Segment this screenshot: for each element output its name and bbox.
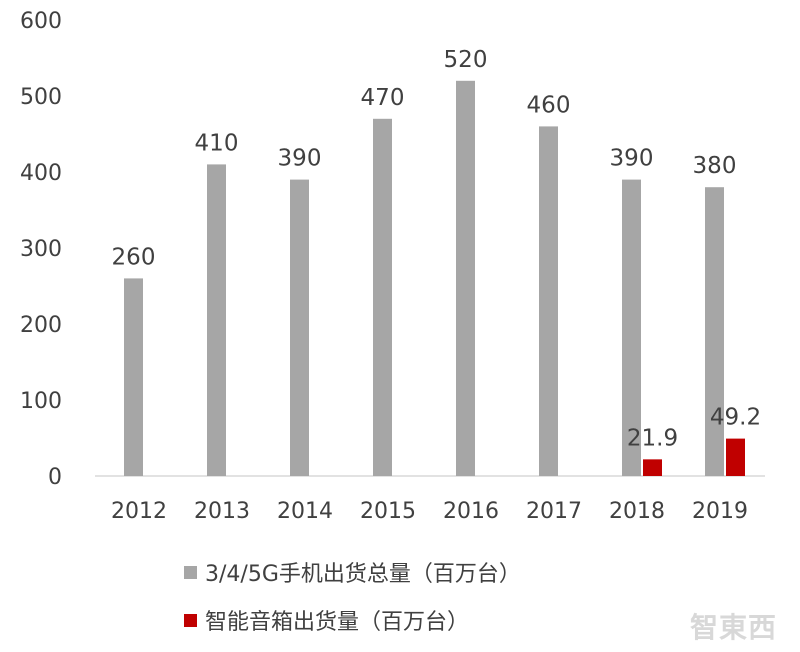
y-tick-label: 200 <box>20 313 62 338</box>
x-tick-label: 2015 <box>360 499 416 524</box>
data-label: 410 <box>195 130 239 156</box>
bars <box>124 80 745 477</box>
y-tick-label: 100 <box>20 389 62 414</box>
y-tick-label: 500 <box>20 85 62 110</box>
bar-phones-2016 <box>456 80 475 477</box>
data-label: 470 <box>361 85 405 111</box>
data-label: 390 <box>278 146 322 172</box>
x-axis-ticks: 2012 2013 2014 2015 2016 2017 2018 2019 <box>111 499 748 524</box>
x-tick-label: 2018 <box>609 499 665 524</box>
bar-phones-2012 <box>124 278 143 476</box>
bar-speakers-2019 <box>726 438 745 476</box>
x-tick-label: 2017 <box>526 499 582 524</box>
data-label: 460 <box>527 92 571 118</box>
y-axis-ticks: 0 100 200 300 400 500 600 <box>20 9 62 490</box>
legend-swatch-speakers <box>184 613 197 627</box>
x-tick-label: 2019 <box>692 499 748 524</box>
bar-phones-2013 <box>207 164 226 476</box>
y-tick-label: 600 <box>20 9 62 34</box>
bar-phones-2014 <box>290 179 309 476</box>
data-labels: 260 410 390 470 520 460 390 380 21.9 49.2 <box>112 47 762 452</box>
legend-swatch-phones <box>184 565 197 579</box>
y-tick-label: 300 <box>20 237 62 262</box>
x-tick-label: 2012 <box>111 499 167 524</box>
data-label: 380 <box>693 153 737 179</box>
data-label: 390 <box>610 146 654 172</box>
x-tick-label: 2016 <box>443 499 499 524</box>
legend-item-phones: 3/4/5G手机出货总量（百万台） <box>184 556 521 588</box>
data-label: 520 <box>444 47 488 73</box>
legend-label-phones: 3/4/5G手机出货总量（百万台） <box>205 562 521 587</box>
bar-phones-2015 <box>373 118 392 477</box>
x-tick-label: 2014 <box>277 499 333 524</box>
bar-chart: 0 100 200 300 400 500 600 260 410 390 470 520 460 39… <box>20 9 765 524</box>
bar-speakers-2018 <box>643 459 662 476</box>
data-label: 21.9 <box>627 425 678 451</box>
watermark-logo: 智東西 <box>690 611 778 644</box>
bar-phones-2018 <box>622 179 641 476</box>
bar-phones-2017 <box>539 126 558 477</box>
y-tick-label: 400 <box>20 161 62 186</box>
x-tick-label: 2013 <box>194 499 250 524</box>
y-tick-label: 0 <box>48 465 62 490</box>
legend-label-speakers: 智能音箱出货量（百万台） <box>205 610 470 635</box>
bar-phones-2019 <box>705 187 724 476</box>
data-label: 260 <box>112 244 156 270</box>
legend-item-speakers: 智能音箱出货量（百万台） <box>184 604 469 636</box>
data-label: 49.2 <box>710 405 761 431</box>
